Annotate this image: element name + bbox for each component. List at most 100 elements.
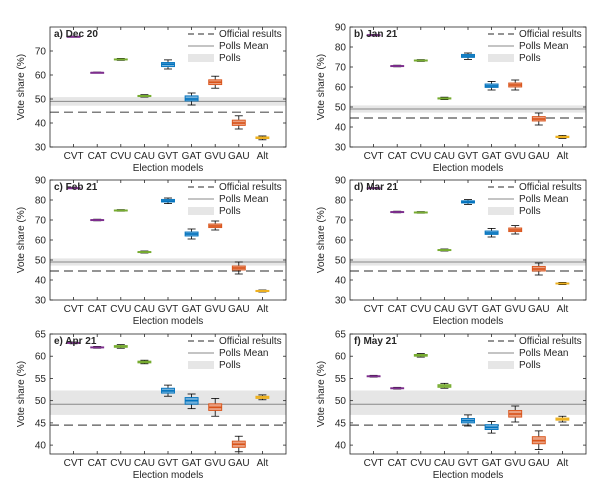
legend-official-label: Official results — [519, 29, 582, 40]
legend-polls-label: Polls — [219, 206, 241, 217]
y-tick-label: 80 — [335, 196, 347, 207]
x-tick-label: GVT — [458, 458, 479, 469]
legend-mean-label: Polls Mean — [219, 41, 268, 52]
x-tick-label: GVT — [158, 304, 179, 315]
y-tick-label: 40 — [335, 441, 347, 452]
x-tick-label: GAT — [182, 151, 202, 162]
box-Alt — [255, 289, 270, 293]
x-tick-label: CVU — [110, 458, 131, 469]
y-tick-label: 30 — [335, 296, 347, 307]
x-tick-label: CVT — [64, 151, 84, 162]
x-tick-label: GVT — [458, 151, 479, 162]
x-tick-label: CAT — [388, 151, 407, 162]
legend-mean-label: Polls Mean — [219, 194, 268, 205]
box-Alt — [555, 281, 570, 286]
x-tick-label: GVU — [504, 304, 526, 315]
box-CAT — [90, 218, 105, 222]
box-CVU — [413, 59, 428, 62]
x-tick-label: GVU — [204, 458, 226, 469]
y-tick-label: 40 — [35, 441, 47, 452]
x-axis-label: Election models — [133, 470, 204, 481]
y-tick-label: 70 — [335, 63, 347, 74]
box-GAT — [184, 393, 199, 410]
panel-6: 40 45 50 55 60 65 CVT CAT CVU CAU GVT GAT GVU GAU Alt E… — [316, 330, 587, 481]
box-GVU — [208, 398, 223, 417]
panel-label: d) Mar 21 — [354, 182, 398, 193]
y-tick-label: 60 — [335, 352, 347, 363]
y-tick-label: 55 — [35, 374, 47, 385]
y-tick-label: 40 — [335, 123, 347, 134]
y-tick-label: 80 — [335, 43, 347, 54]
y-tick-label: 40 — [35, 119, 47, 130]
x-tick-label: GAU — [528, 458, 550, 469]
x-tick-label: Alt — [257, 304, 269, 315]
legend-polls-swatch — [188, 207, 214, 215]
x-tick-label: GVU — [204, 304, 226, 315]
box-GAT — [484, 421, 499, 434]
box-CAU — [137, 94, 152, 98]
box-GAT — [484, 81, 499, 91]
legend-mean-label: Polls Mean — [519, 41, 568, 52]
box-GVT — [161, 59, 175, 70]
y-tick-label: 30 — [35, 143, 47, 154]
y-tick-label: 50 — [35, 256, 47, 267]
y-axis-label: Vote share (%) — [316, 361, 327, 427]
legend-polls-swatch — [488, 361, 514, 369]
box-CAU — [137, 250, 152, 254]
x-tick-label: GVT — [458, 304, 479, 315]
box-CVU — [413, 211, 428, 214]
x-tick-label: CVU — [410, 304, 431, 315]
y-axis-label: Vote share (%) — [16, 207, 27, 273]
x-tick-label: GAU — [228, 458, 250, 469]
y-tick-label: 40 — [35, 276, 47, 287]
polls-band — [350, 390, 586, 415]
box-GAU — [231, 261, 246, 275]
legend-official-label: Official results — [219, 336, 282, 347]
box-Alt — [255, 135, 270, 141]
box-GVU — [208, 220, 223, 231]
x-tick-label: CVU — [110, 304, 131, 315]
y-tick-label: 30 — [35, 296, 47, 307]
x-tick-label: GAT — [482, 458, 502, 469]
box-GVU — [508, 405, 523, 423]
y-tick-label: 60 — [335, 83, 347, 94]
box-GAU — [531, 112, 546, 126]
x-tick-label: CAU — [434, 304, 455, 315]
x-tick-label: CVT — [64, 458, 84, 469]
box-CVT — [66, 187, 81, 190]
x-tick-label: CVU — [110, 151, 131, 162]
box-GVT — [161, 384, 175, 397]
legend-polls-label: Polls — [519, 206, 541, 217]
x-tick-label: CAU — [434, 458, 455, 469]
panel-label: a) Dec 20 — [54, 29, 98, 40]
x-tick-label: CVT — [364, 458, 384, 469]
box-GVT — [461, 199, 475, 205]
x-axis-label: Election models — [133, 316, 204, 327]
x-tick-label: GAU — [528, 151, 550, 162]
x-tick-label: CAT — [88, 151, 107, 162]
x-tick-label: CAU — [434, 151, 455, 162]
x-tick-label: Alt — [257, 151, 269, 162]
x-axis-label: Election models — [433, 316, 504, 327]
x-tick-label: Alt — [557, 304, 569, 315]
x-tick-label: GAT — [482, 151, 502, 162]
y-tick-label: 90 — [335, 176, 347, 187]
panel-label: e) Apr 21 — [54, 336, 97, 347]
legend-polls-swatch — [488, 207, 514, 215]
x-tick-label: CAT — [388, 304, 407, 315]
x-tick-label: CVT — [364, 151, 384, 162]
x-tick-label: CAU — [134, 304, 155, 315]
box-CVT — [366, 374, 381, 378]
panel-5: 40 45 50 55 60 65 CVT CAT CVU CAU GVT GAT GVU GAU Alt E… — [16, 330, 287, 481]
y-tick-label: 65 — [35, 330, 47, 341]
y-tick-label: 30 — [335, 143, 347, 154]
panel-2: 30 40 50 60 70 80 90 CVT CAT CVU CAU GVT GAT GVU GAU Al… — [316, 23, 587, 174]
box-CVU — [413, 353, 428, 358]
legend-polls-label: Polls — [219, 53, 241, 64]
